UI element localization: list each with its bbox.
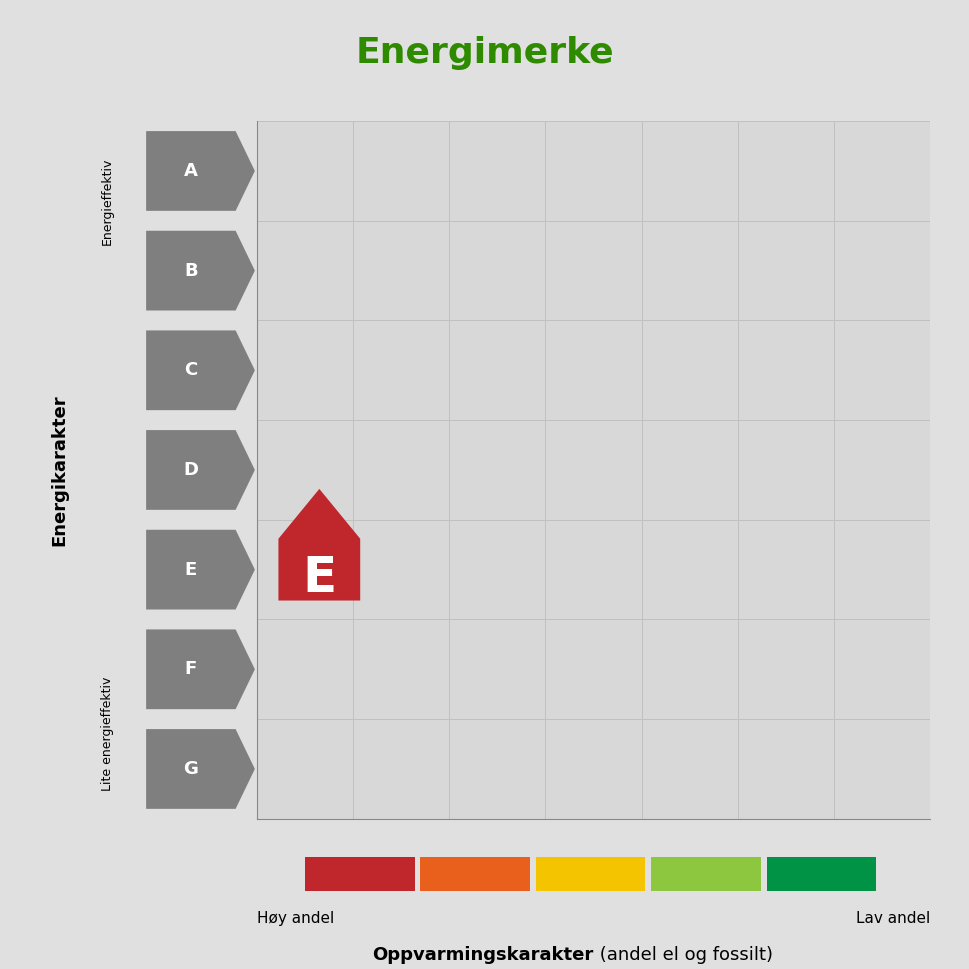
Bar (421, 857, 530, 891)
Text: E: E (185, 561, 197, 578)
Text: (andel el og fossilt): (andel el og fossilt) (593, 947, 772, 964)
Text: Oppvarmingskarakter: Oppvarmingskarakter (372, 947, 593, 964)
Polygon shape (146, 231, 255, 310)
Text: Energikarakter: Energikarakter (50, 394, 69, 546)
Bar (305, 857, 415, 891)
Text: Lav andel: Lav andel (856, 911, 930, 925)
Text: B: B (184, 262, 198, 280)
Bar (536, 857, 645, 891)
Text: Energimerke: Energimerke (356, 36, 613, 71)
Text: Energieffektiv: Energieffektiv (101, 157, 114, 244)
Text: D: D (183, 461, 199, 479)
Text: F: F (185, 660, 197, 678)
Text: E: E (302, 553, 336, 602)
Bar (651, 857, 761, 891)
Text: Lite energieffektiv: Lite energieffektiv (101, 677, 114, 792)
Bar (766, 857, 876, 891)
Text: G: G (183, 760, 199, 778)
Polygon shape (146, 530, 255, 610)
Polygon shape (146, 430, 255, 510)
Text: A: A (184, 162, 198, 180)
Polygon shape (146, 630, 255, 709)
Polygon shape (278, 489, 360, 601)
Polygon shape (146, 330, 255, 410)
Text: Høy andel: Høy andel (257, 911, 334, 925)
Polygon shape (146, 131, 255, 211)
Polygon shape (146, 729, 255, 809)
Text: C: C (184, 361, 198, 379)
